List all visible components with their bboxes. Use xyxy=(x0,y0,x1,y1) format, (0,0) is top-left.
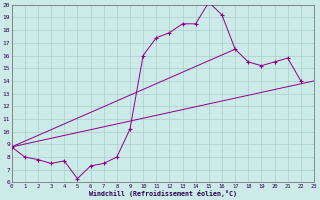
X-axis label: Windchill (Refroidissement éolien,°C): Windchill (Refroidissement éolien,°C) xyxy=(89,190,237,197)
